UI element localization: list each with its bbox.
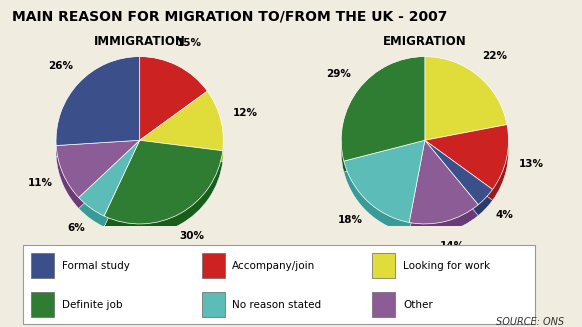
- Wedge shape: [344, 151, 425, 233]
- Text: Formal study: Formal study: [62, 261, 130, 271]
- Wedge shape: [79, 140, 140, 216]
- Wedge shape: [56, 140, 140, 198]
- Text: No reason stated: No reason stated: [232, 300, 321, 310]
- Wedge shape: [79, 151, 140, 227]
- Title: EMIGRATION: EMIGRATION: [383, 35, 467, 48]
- Text: 15%: 15%: [176, 38, 201, 48]
- Text: 13%: 13%: [519, 159, 544, 169]
- FancyBboxPatch shape: [31, 292, 54, 318]
- Wedge shape: [56, 151, 140, 208]
- Title: IMMIGRATION: IMMIGRATION: [94, 35, 186, 48]
- Text: Looking for work: Looking for work: [403, 261, 490, 271]
- FancyBboxPatch shape: [372, 253, 395, 278]
- FancyBboxPatch shape: [31, 253, 54, 278]
- Wedge shape: [409, 151, 478, 235]
- Text: 14%: 14%: [439, 241, 464, 250]
- Wedge shape: [104, 151, 223, 235]
- FancyBboxPatch shape: [372, 292, 395, 318]
- FancyBboxPatch shape: [202, 253, 225, 278]
- Text: 12%: 12%: [233, 108, 257, 118]
- Text: MAIN REASON FOR MIGRATION TO/FROM THE UK - 2007: MAIN REASON FOR MIGRATION TO/FROM THE UK…: [12, 10, 447, 24]
- Wedge shape: [425, 67, 507, 151]
- Wedge shape: [140, 91, 223, 151]
- Text: SOURCE: ONS: SOURCE: ONS: [496, 317, 565, 327]
- Wedge shape: [425, 135, 509, 200]
- Wedge shape: [104, 140, 223, 224]
- Wedge shape: [140, 57, 207, 140]
- FancyBboxPatch shape: [23, 245, 535, 324]
- Wedge shape: [409, 140, 478, 224]
- Text: Definite job: Definite job: [62, 300, 122, 310]
- Text: 11%: 11%: [27, 179, 52, 188]
- Wedge shape: [425, 140, 492, 205]
- Text: Other: Other: [403, 300, 433, 310]
- Wedge shape: [56, 67, 140, 156]
- Text: 26%: 26%: [48, 61, 73, 71]
- Wedge shape: [140, 67, 207, 151]
- Text: 18%: 18%: [338, 215, 363, 225]
- Wedge shape: [56, 57, 140, 146]
- Text: 4%: 4%: [495, 210, 513, 220]
- Wedge shape: [425, 125, 509, 189]
- Text: Accompany/join: Accompany/join: [232, 261, 315, 271]
- Text: 22%: 22%: [482, 51, 507, 61]
- Text: 30%: 30%: [180, 231, 205, 241]
- Wedge shape: [344, 140, 425, 222]
- Text: 6%: 6%: [67, 223, 84, 233]
- Wedge shape: [341, 57, 425, 161]
- Wedge shape: [140, 102, 223, 162]
- FancyBboxPatch shape: [202, 292, 225, 318]
- Wedge shape: [425, 151, 492, 215]
- Text: 29%: 29%: [327, 69, 352, 78]
- Wedge shape: [341, 67, 425, 172]
- Wedge shape: [425, 57, 507, 140]
